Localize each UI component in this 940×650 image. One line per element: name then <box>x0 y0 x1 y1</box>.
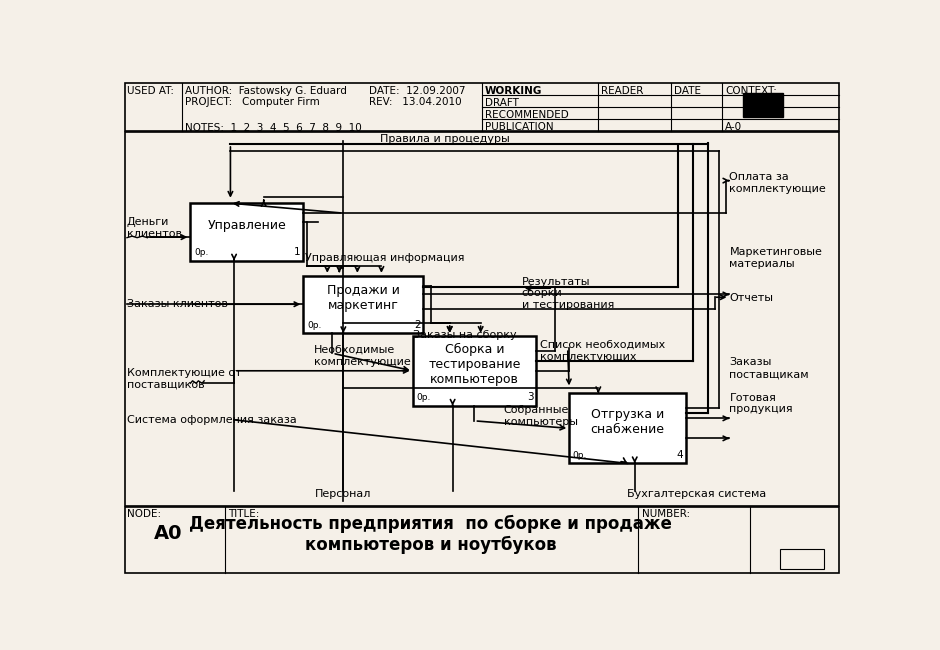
Text: 0р.: 0р. <box>194 248 209 257</box>
Text: DATE: DATE <box>674 86 701 96</box>
Text: 3: 3 <box>526 393 534 402</box>
Bar <box>743 93 783 117</box>
Text: Список необходимых
комплектующих: Список необходимых комплектующих <box>540 340 666 361</box>
Bar <box>413 336 537 406</box>
Text: Отгрузка и
снабжение: Отгрузка и снабжение <box>590 408 665 436</box>
Text: Необходимые
комплектующие: Необходимые комплектующие <box>314 345 411 367</box>
Bar <box>191 203 304 261</box>
Text: Комплектующие от
поставщиков: Комплектующие от поставщиков <box>127 367 242 389</box>
Text: Оплата за
комплектующие: Оплата за комплектующие <box>729 172 826 194</box>
Text: Управление: Управление <box>208 220 286 233</box>
Text: Управляющая информация: Управляющая информация <box>306 254 465 263</box>
Text: 4: 4 <box>676 450 682 460</box>
Text: USED AT:: USED AT: <box>127 86 174 96</box>
Bar <box>308 280 429 337</box>
Bar <box>570 393 686 463</box>
Text: WORKING: WORKING <box>485 86 542 96</box>
Text: NUMBER:: NUMBER: <box>642 510 690 519</box>
Text: REV:   13.04.2010: REV: 13.04.2010 <box>368 96 462 107</box>
Text: PUBLICATION: PUBLICATION <box>485 122 554 131</box>
Text: Система оформления заказа: Система оформления заказа <box>127 415 297 425</box>
Bar <box>574 396 691 467</box>
Text: 0р.: 0р. <box>572 451 588 460</box>
Text: CONTEXT:: CONTEXT: <box>725 86 777 96</box>
Text: DATE:  12.09.2007: DATE: 12.09.2007 <box>368 86 465 96</box>
Text: 1: 1 <box>293 247 301 257</box>
Bar <box>304 276 424 333</box>
Text: TITLE:: TITLE: <box>228 510 259 519</box>
Text: Персонал: Персонал <box>315 489 371 499</box>
Text: Результаты
сборки
и тестирования: Результаты сборки и тестирования <box>522 277 614 310</box>
Text: Правила и процедуры: Правила и процедуры <box>380 134 509 144</box>
Text: Заказы
поставщикам: Заказы поставщикам <box>729 358 809 379</box>
Text: RECOMMENDED: RECOMMENDED <box>485 110 569 120</box>
Text: Бухгалтерская система: Бухгалтерская система <box>628 489 767 499</box>
Text: Заказы на сборку: Заказы на сборку <box>413 330 516 340</box>
Text: Деньги
клиентов: Деньги клиентов <box>127 217 182 239</box>
Bar <box>196 207 308 264</box>
Text: A0: A0 <box>154 524 182 543</box>
Bar <box>125 508 838 573</box>
Text: Маркетинговые
материалы: Маркетинговые материалы <box>729 248 822 269</box>
Text: A-0: A-0 <box>725 122 743 131</box>
Text: NOTES:  1  2  3  4  5  6  7  8  9  10: NOTES: 1 2 3 4 5 6 7 8 9 10 <box>184 123 361 133</box>
Text: 2: 2 <box>414 320 420 330</box>
Text: PROJECT:   Computer Firm: PROJECT: Computer Firm <box>184 96 320 107</box>
Bar <box>125 83 838 131</box>
Text: 0р.: 0р. <box>306 320 321 330</box>
Bar <box>417 339 541 410</box>
Text: Продажи и
маркетинг: Продажи и маркетинг <box>327 285 400 313</box>
Bar <box>780 549 824 569</box>
Text: DRAFT: DRAFT <box>485 98 519 108</box>
Text: 0р.: 0р. <box>416 393 431 402</box>
Text: Готовая
продукция: Готовая продукция <box>729 393 793 414</box>
Text: Собранные
компьютеры: Собранные компьютеры <box>504 405 577 426</box>
Text: Отчеты: Отчеты <box>729 293 774 303</box>
Bar <box>125 131 838 506</box>
Text: Деятельность предприятия  по сборке и продаже
компьютеров и ноутбуков: Деятельность предприятия по сборке и про… <box>189 515 672 554</box>
Text: AUTHOR:  Fastowsky G. Eduard: AUTHOR: Fastowsky G. Eduard <box>184 86 347 96</box>
Text: READER: READER <box>602 86 644 96</box>
Text: Заказы клиентов: Заказы клиентов <box>127 299 227 309</box>
Text: NODE:: NODE: <box>127 510 161 519</box>
Text: Сборка и
тестирование
компьютеров: Сборка и тестирование компьютеров <box>429 343 521 386</box>
